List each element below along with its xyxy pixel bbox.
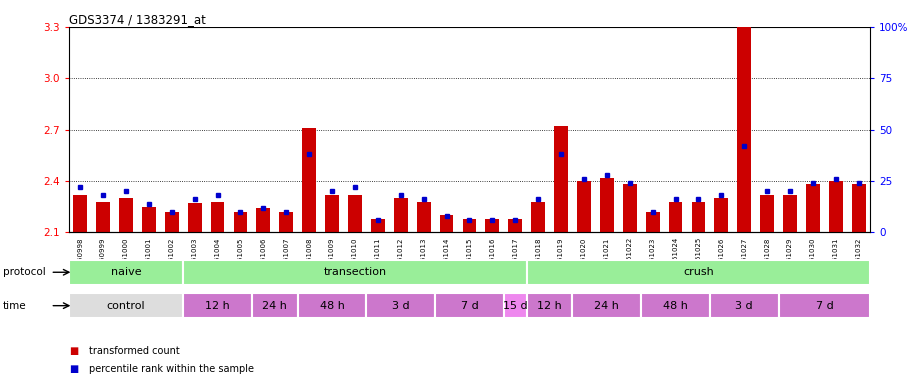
Text: naive: naive <box>111 267 141 277</box>
Text: 24 h: 24 h <box>262 301 288 311</box>
Bar <box>252 293 298 318</box>
Bar <box>298 293 366 318</box>
Bar <box>435 293 504 318</box>
Bar <box>73 195 87 232</box>
Bar <box>806 184 820 232</box>
Bar <box>508 218 522 232</box>
Bar <box>646 212 660 232</box>
Bar <box>366 293 435 318</box>
Bar <box>302 128 316 232</box>
Bar <box>504 293 527 318</box>
Bar <box>623 184 637 232</box>
Bar <box>371 218 385 232</box>
Text: transformed count: transformed count <box>89 346 180 356</box>
Text: 7 d: 7 d <box>815 301 834 311</box>
Text: ■: ■ <box>69 346 78 356</box>
Bar <box>531 202 545 232</box>
Text: 48 h: 48 h <box>663 301 688 311</box>
Text: GDS3374 / 1383291_at: GDS3374 / 1383291_at <box>69 13 205 26</box>
Bar <box>779 293 870 318</box>
Text: control: control <box>106 301 146 311</box>
Bar <box>641 293 710 318</box>
Text: 12 h: 12 h <box>205 301 230 311</box>
Bar <box>783 195 797 232</box>
Bar <box>211 202 224 232</box>
Text: time: time <box>3 301 27 311</box>
Bar <box>119 198 133 232</box>
Bar <box>710 293 779 318</box>
Bar <box>600 177 614 232</box>
Bar <box>692 202 705 232</box>
Bar <box>325 195 339 232</box>
Bar <box>554 126 568 232</box>
Bar <box>188 203 202 232</box>
Bar <box>527 293 572 318</box>
Text: 15 d: 15 d <box>503 301 528 311</box>
Bar <box>183 293 252 318</box>
Text: protocol: protocol <box>3 267 46 277</box>
Bar <box>183 260 527 285</box>
Text: 3 d: 3 d <box>736 301 753 311</box>
Bar <box>165 212 179 232</box>
Bar <box>96 202 110 232</box>
Bar <box>577 181 591 232</box>
Bar <box>348 195 362 232</box>
Text: ■: ■ <box>69 364 78 374</box>
Bar <box>760 195 774 232</box>
Bar <box>256 209 270 232</box>
Bar <box>279 212 293 232</box>
Text: transection: transection <box>323 267 387 277</box>
Text: 48 h: 48 h <box>320 301 344 311</box>
Text: 3 d: 3 d <box>392 301 409 311</box>
Bar <box>669 202 682 232</box>
Bar <box>142 207 156 232</box>
Bar <box>527 260 870 285</box>
Bar <box>852 184 866 232</box>
Bar <box>737 27 751 232</box>
Bar <box>572 293 641 318</box>
Bar <box>417 202 431 232</box>
Bar <box>394 198 408 232</box>
Bar <box>69 260 183 285</box>
Text: 7 d: 7 d <box>461 301 478 311</box>
Bar <box>485 218 499 232</box>
Bar <box>714 198 728 232</box>
Text: crush: crush <box>683 267 714 277</box>
Bar <box>69 293 183 318</box>
Text: 24 h: 24 h <box>594 301 619 311</box>
Text: percentile rank within the sample: percentile rank within the sample <box>89 364 254 374</box>
Bar <box>234 212 247 232</box>
Bar <box>463 218 476 232</box>
Bar <box>440 215 453 232</box>
Text: 12 h: 12 h <box>537 301 562 311</box>
Bar <box>829 181 843 232</box>
